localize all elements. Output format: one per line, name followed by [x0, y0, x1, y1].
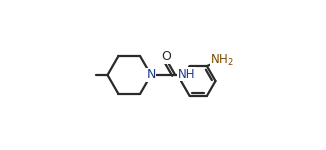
Text: O: O	[161, 50, 171, 63]
Text: NH$_2$: NH$_2$	[210, 53, 234, 68]
Text: N: N	[146, 69, 156, 81]
Text: NH: NH	[178, 68, 196, 81]
